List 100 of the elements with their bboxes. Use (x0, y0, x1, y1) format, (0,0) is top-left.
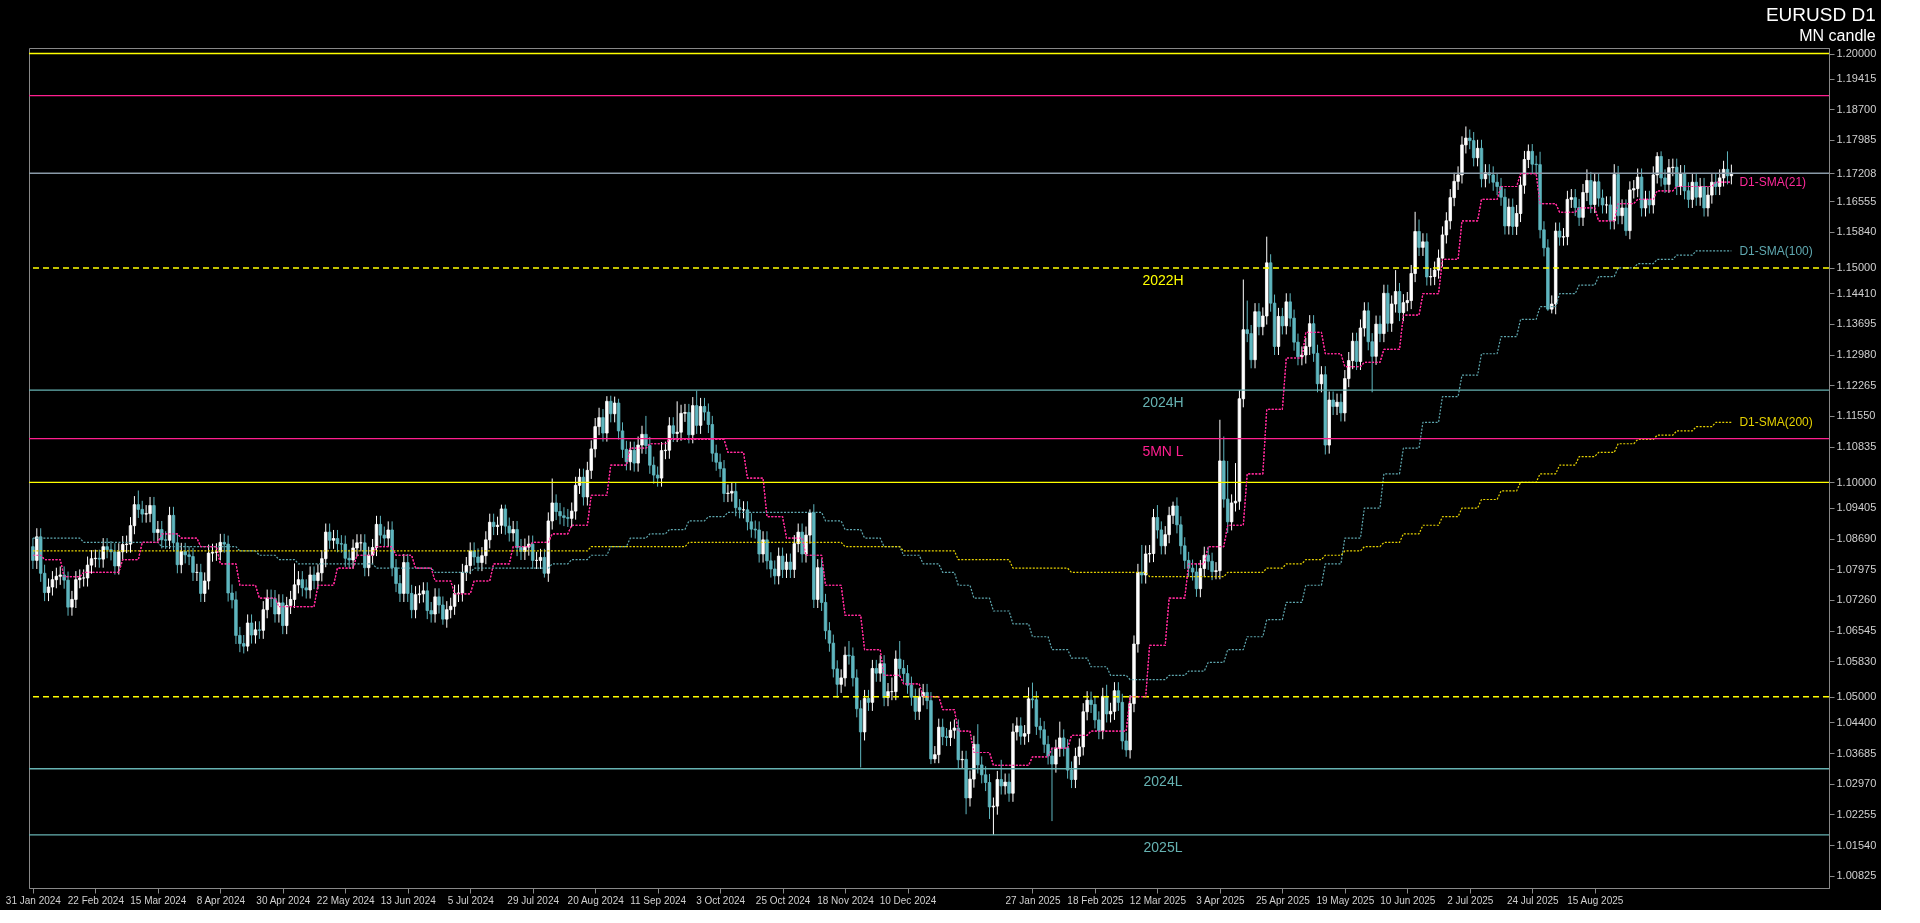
candlestick (862, 689, 867, 741)
candlestick (425, 581, 429, 620)
candlestick (726, 484, 730, 503)
candlestick (206, 544, 211, 591)
x-tick-label: 13 Jun 2024 (380, 894, 437, 906)
candlestick (671, 416, 675, 443)
y-tick-label: 1.19415 (1836, 72, 1877, 85)
candlestick (1530, 143, 1534, 174)
candlestick (101, 537, 105, 569)
candlestick (999, 759, 1003, 796)
candlestick (1491, 165, 1495, 192)
x-tick-label: 19 May 2025 (1316, 894, 1375, 906)
y-tick-label: 1.03685 (1836, 746, 1877, 759)
ref-line-label: 5MN L (1142, 442, 1184, 459)
y-tick-label: 1.01540 (1836, 838, 1877, 851)
ref-line-label: 2024L (1143, 772, 1183, 789)
candlestick (816, 558, 820, 609)
y-tick-label: 1.13695 (1836, 317, 1877, 330)
candlestick (327, 523, 332, 550)
x-tick-label: 12 Mar 2025 (1129, 894, 1187, 906)
candlestick (245, 613, 250, 652)
y-tick-label: 1.17985 (1836, 133, 1877, 146)
candlestick (378, 515, 383, 545)
candlestick (50, 570, 55, 597)
x-tick-label: 22 Feb 2024 (67, 894, 125, 906)
text: EURUSD D1 (1765, 3, 1876, 25)
candlestick (511, 520, 515, 543)
y-tick-label: 1.12980 (1836, 348, 1877, 361)
candlestick (1635, 167, 1640, 198)
x-tick-label: 25 Oct 2024 (755, 894, 811, 906)
candlestick (917, 687, 921, 721)
candlestick (1593, 172, 1597, 214)
candlestick (242, 634, 246, 654)
candlestick (1226, 460, 1230, 534)
x-tick-label: 15 Mar 2024 (130, 894, 187, 906)
series-label: D1-SMA(100) (1739, 243, 1813, 258)
candlestick (257, 620, 262, 640)
candlestick (1604, 195, 1609, 215)
candlestick (878, 654, 882, 683)
y-tick-label: 1.05000 (1836, 690, 1877, 703)
candlestick (421, 581, 426, 603)
text: MN candle (1799, 26, 1876, 44)
candlestick (1319, 365, 1324, 393)
candlestick (1140, 544, 1144, 585)
candlestick (870, 659, 875, 712)
candlestick (874, 659, 878, 683)
y-tick-label: 1.10835 (1836, 440, 1877, 453)
candlestick (445, 600, 449, 629)
ref-line-label: 2025L (1143, 838, 1183, 855)
x-tick-label: 31 Jan 2024 (5, 894, 62, 906)
x-tick-label: 5 Jul 2024 (447, 894, 495, 906)
x-tick-label: 10 Dec 2024 (879, 894, 937, 906)
x-tick-label: 10 Jun 2025 (1380, 894, 1436, 906)
x-tick-label: 15 Aug 2025 (1567, 894, 1624, 906)
candlestick (1026, 686, 1031, 743)
x-tick-label: 29 Jul 2024 (507, 894, 560, 906)
y-tick-label: 1.00825 (1836, 869, 1877, 882)
candlestick (776, 547, 781, 585)
y-tick-label: 1.07260 (1836, 593, 1877, 606)
x-tick-label: 3 Oct 2024 (696, 894, 746, 906)
ref-line-label: 2022H (1142, 271, 1184, 288)
candlestick (675, 400, 679, 443)
x-tick-label: 24 Jul 2025 (1506, 894, 1560, 906)
y-tick-label: 1.11550 (1836, 409, 1876, 422)
x-tick-label: 3 Apr 2025 (1196, 894, 1246, 906)
x-tick-label: 2 Jul 2025 (1447, 894, 1494, 906)
x-tick-label: 25 Apr 2025 (1255, 894, 1311, 906)
candlestick (655, 466, 660, 488)
candlestick (792, 534, 796, 579)
candlestick (632, 441, 636, 473)
y-tick-label: 1.15840 (1836, 225, 1877, 238)
series-label: D1-SMA(21) (1739, 175, 1807, 190)
y-tick-label: 1.09405 (1836, 501, 1877, 514)
candlestick (898, 640, 902, 678)
candlestick (694, 390, 699, 435)
candlestick (1386, 284, 1390, 333)
candlestick (757, 520, 761, 564)
y-tick-label: 1.18700 (1836, 102, 1877, 115)
y-tick-label: 1.06545 (1836, 624, 1877, 637)
y-tick-label: 1.02255 (1836, 807, 1877, 820)
candlestick (780, 547, 785, 579)
y-tick-label: 1.05830 (1836, 654, 1877, 667)
x-tick-label: 27 Jan 2025 (1005, 894, 1061, 906)
x-tick-label: 8 Apr 2024 (196, 894, 246, 906)
candlestick (698, 397, 703, 435)
candlestick (163, 530, 168, 550)
candlestick (730, 482, 734, 503)
candlestick (1639, 167, 1644, 218)
candlestick (1284, 292, 1288, 335)
candlestick (167, 506, 172, 550)
candlestick (503, 504, 508, 536)
y-tick-label: 1.15000 (1836, 261, 1877, 274)
candlestick (199, 563, 203, 603)
candlestick (1507, 198, 1511, 236)
y-tick-label: 1.07975 (1836, 562, 1877, 575)
candlestick (300, 570, 305, 597)
candlestick (566, 508, 570, 528)
x-tick-label: 22 May 2024 (316, 894, 376, 906)
candlestick (1144, 544, 1148, 585)
candlestick (1472, 131, 1476, 167)
